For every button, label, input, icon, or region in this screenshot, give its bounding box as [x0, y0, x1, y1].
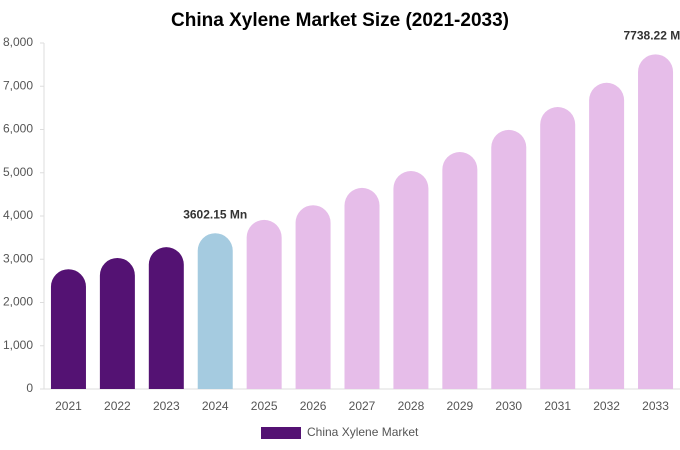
y-tick-label: 5,000 — [3, 165, 33, 179]
x-tick-label: 2032 — [593, 399, 620, 413]
bar — [638, 54, 674, 389]
x-tick-label: 2031 — [544, 399, 571, 413]
x-tick-label: 2022 — [104, 399, 131, 413]
legend-swatch — [261, 427, 301, 439]
x-tick-label: 2024 — [202, 399, 229, 413]
x-tick-label: 2029 — [446, 399, 473, 413]
x-tick-label: 2030 — [495, 399, 522, 413]
bar — [344, 187, 380, 389]
y-tick-label: 0 — [26, 381, 33, 395]
x-tick-label: 2021 — [55, 399, 82, 413]
bar — [99, 257, 135, 389]
bar — [295, 205, 331, 389]
chart-title: China Xylene Market Size (2021-2033) — [171, 10, 509, 31]
bar — [589, 82, 625, 389]
x-tick-label: 2027 — [349, 399, 376, 413]
legend-label: China Xylene Market — [307, 425, 419, 439]
x-tick-label: 2025 — [251, 399, 278, 413]
y-tick-label: 6,000 — [3, 122, 33, 136]
y-tick-label: 8,000 — [3, 35, 33, 49]
data-label: 7738.22 Mn — [624, 28, 680, 42]
bar — [442, 151, 478, 389]
bar — [393, 171, 429, 389]
y-tick-label: 1,000 — [3, 338, 33, 352]
x-tick-label: 2026 — [300, 399, 327, 413]
bar — [148, 247, 184, 389]
bar — [50, 269, 86, 389]
y-tick-label: 2,000 — [3, 295, 33, 309]
bar — [246, 219, 282, 389]
data-label: 3602.15 Mn — [183, 207, 247, 221]
bar — [197, 233, 233, 389]
x-tick-label: 2033 — [642, 399, 669, 413]
x-tick-label: 2028 — [398, 399, 425, 413]
bar — [491, 129, 527, 389]
y-tick-label: 3,000 — [3, 251, 33, 265]
bar — [540, 107, 576, 389]
x-tick-label: 2023 — [153, 399, 180, 413]
y-tick-label: 7,000 — [3, 78, 33, 92]
y-tick-label: 4,000 — [3, 208, 33, 222]
